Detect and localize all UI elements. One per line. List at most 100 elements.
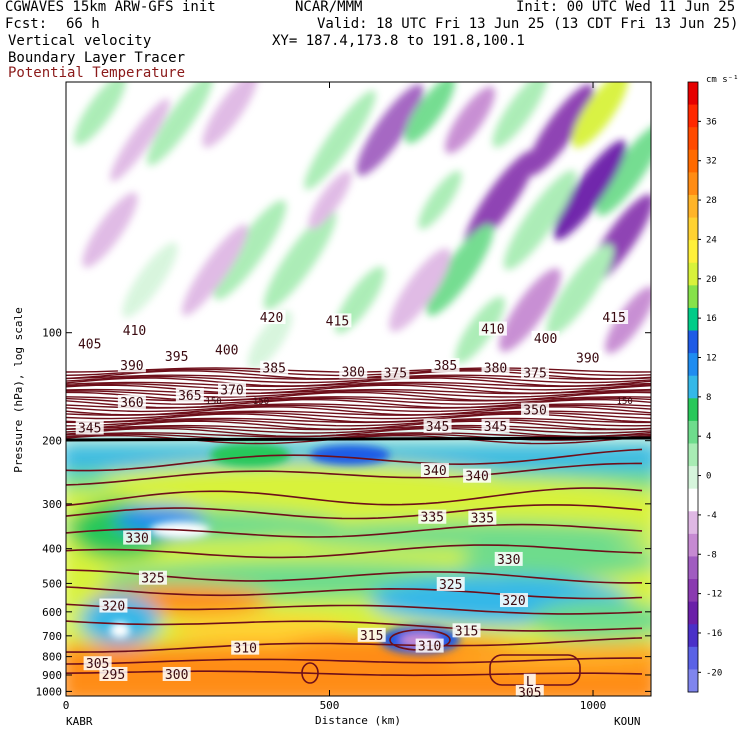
theta-label: 365: [178, 389, 201, 404]
theta-label: 400: [215, 343, 238, 358]
theta-label: 395: [165, 350, 188, 365]
theta-contour-strat: [66, 377, 651, 387]
org-label: NCAR/MMM: [295, 0, 363, 15]
colorbar: -20 -16 -12 -8 -4 0 4 8 12 16 20 24 28 32 36: [687, 81, 722, 693]
theta-label-bg: [515, 684, 544, 699]
colorbar-swatch: [688, 127, 698, 151]
theta-contour-strat: [66, 426, 651, 434]
colorbar-label: -12: [706, 590, 722, 600]
tropopause-label: 150: [253, 397, 269, 407]
endpoint-right: KOUN: [614, 715, 641, 728]
plot-frame: [65, 81, 652, 697]
y-tick-label: 600: [42, 606, 62, 619]
theta-label: 415: [602, 311, 625, 326]
cross-section-coords: XY= 187.4,173.8 to 191.8,100.1: [272, 33, 525, 49]
theta-contour-strat: [66, 424, 651, 431]
theta-label-bg: [415, 638, 444, 653]
theta-label-bg: [494, 551, 523, 566]
colorbar-swatch: [688, 488, 698, 512]
colorbar-swatch: [688, 285, 698, 309]
theta-label: L: [526, 675, 534, 690]
colorbar-label: 32: [706, 157, 717, 167]
theta-label: 385: [262, 362, 285, 377]
colorbar-swatch: [688, 443, 698, 467]
theta-label: 320: [502, 594, 525, 609]
y-tick-label: 300: [42, 498, 62, 511]
theta-label-bg: [175, 387, 204, 402]
theta-contour-strat: [66, 413, 651, 423]
colorbar-swatch: [688, 307, 698, 332]
colorbar-swatch: [688, 149, 698, 173]
theta-label: 315: [455, 624, 478, 639]
theta-label-bg: [600, 310, 629, 325]
theta-label-bg: [162, 349, 191, 364]
theta-label: 345: [426, 420, 449, 435]
colorbar-swatch: [688, 420, 698, 444]
theta-label-bg: [75, 420, 104, 435]
theta-label-bg: [117, 394, 146, 409]
theta-contour-trop: [66, 657, 642, 665]
colorbar-swatch: [688, 262, 698, 286]
potential-temperature-contours: [66, 367, 651, 686]
theta-label: 360: [120, 396, 143, 411]
forecast-label: Fcst:: [5, 16, 48, 32]
theta-label: 350: [523, 404, 546, 419]
potential-temperature-labels: 295 300 305 305 310 310 315 315 320 320 325 325 330 3…: [75, 310, 633, 701]
tropopause-label: 150: [205, 397, 221, 407]
theta-label: 325: [141, 572, 164, 587]
colorbar-label: -4: [706, 511, 717, 521]
theta-label: 410: [123, 324, 146, 339]
theta-label: 410: [481, 323, 504, 338]
theta-label: 305: [86, 657, 109, 672]
theta-label: 390: [120, 359, 143, 374]
colorbar-swatch: [688, 104, 698, 128]
theta-label: 420: [260, 311, 283, 326]
theta-label-bg: [418, 509, 447, 524]
theta-label-bg: [260, 360, 289, 375]
theta-contour-trop: [66, 448, 643, 472]
colorbar-label: -20: [706, 668, 722, 678]
theta-contour-strat: [66, 383, 651, 391]
theta-contour-strat: [66, 397, 651, 405]
theta-label: 345: [78, 422, 101, 437]
theta-label: 335: [471, 512, 494, 527]
theta-label-bg: [99, 598, 128, 613]
init-time: Init: 00 UTC Wed 11 Jun 25: [516, 0, 736, 15]
colorbar-label: 8: [706, 393, 711, 403]
theta-label: 400: [534, 332, 557, 347]
theta-contour-trop: [66, 544, 643, 559]
theta-label: 330: [125, 532, 148, 547]
theta-label: 380: [341, 365, 364, 380]
theta-label-bg: [212, 342, 241, 357]
y-tick-label: 400: [42, 543, 62, 556]
theta-label: 325: [439, 578, 462, 593]
theta-contour-trop: [66, 586, 643, 600]
theta-contour-trop: [66, 637, 643, 653]
colorbar-swatch: [688, 194, 698, 219]
colorbar-swatch: [688, 217, 698, 241]
colorbar-swatch: [688, 330, 698, 354]
colorbar-frame: [687, 81, 699, 693]
theta-label: 295: [102, 668, 125, 683]
theta-label: 320: [102, 600, 125, 615]
y-tick-label: 1000: [36, 685, 63, 698]
theta-label: 375: [523, 367, 546, 382]
theta-label-bg: [218, 382, 247, 397]
theta-label-bg: [521, 402, 550, 417]
theta-contour-strat: [66, 396, 651, 402]
theta-label-bg: [499, 593, 528, 608]
colorbar-label: 20: [706, 275, 717, 285]
colorbar-label: 24: [706, 235, 717, 245]
theta-label-bg: [478, 321, 507, 336]
theta-label: 310: [418, 640, 441, 655]
theta-label: 340: [423, 464, 446, 479]
theta-label-bg: [357, 627, 386, 642]
colorbar-swatch: [688, 579, 698, 603]
theta-label: 380: [484, 362, 507, 377]
colorbar-swatch: [688, 398, 698, 422]
x-tick-label: 0: [63, 699, 70, 712]
theta-label-bg: [138, 570, 167, 585]
valid-time: Valid: 18 UTC Fri 13 Jun 25 (13 CDT Fri …: [317, 16, 739, 32]
